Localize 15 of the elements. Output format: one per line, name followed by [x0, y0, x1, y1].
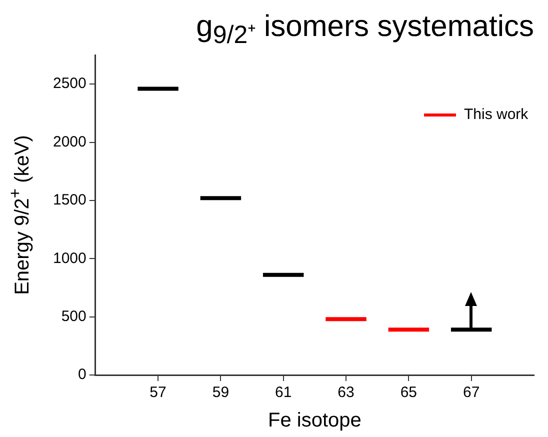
y-tick-label: 500: [61, 308, 86, 325]
x-tick-label: 65: [400, 384, 418, 402]
y-tick-label: 1500: [52, 192, 86, 209]
legend-label: This work: [464, 106, 529, 124]
y-tick-label: 2500: [52, 75, 86, 92]
x-tick-label: 63: [338, 384, 354, 402]
y-tick-label: 0: [78, 366, 86, 384]
y-tick-label: 2000: [52, 133, 86, 150]
x-tick-label: 67: [462, 384, 480, 402]
x-tick-label: 57: [150, 384, 166, 402]
x-axis-title: Fe isotope: [268, 410, 362, 432]
x-tick-label: 59: [212, 384, 230, 402]
y-tick-label: 1000: [52, 250, 86, 267]
x-tick-label: 61: [275, 384, 292, 402]
chart-title: g$_{9/2⁺}$ isomers systematics: [196, 10, 534, 50]
